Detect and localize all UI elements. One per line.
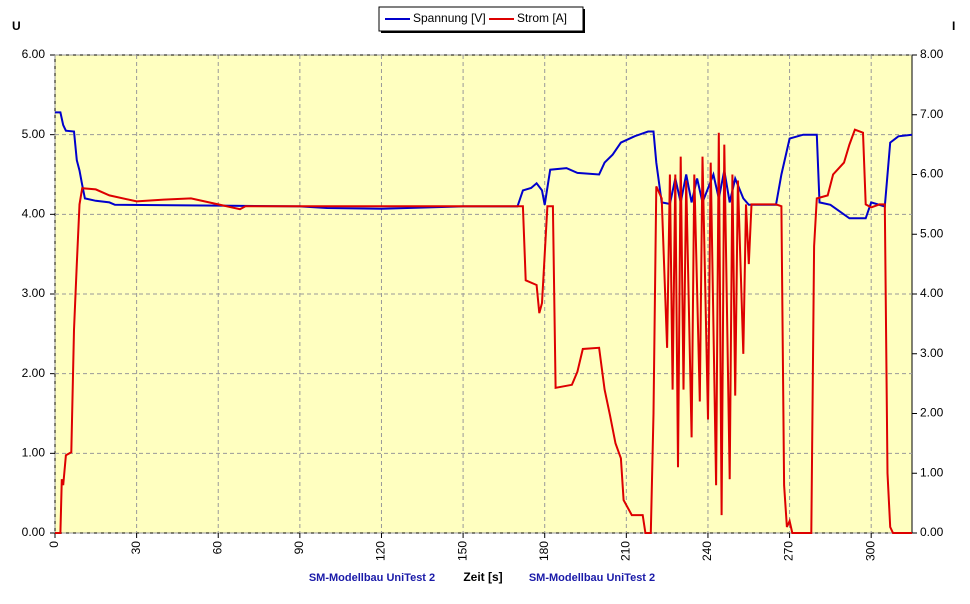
x-tick-label: 300 — [863, 541, 877, 561]
data-line — [55, 128, 912, 534]
x-tick-label: 120 — [374, 541, 388, 561]
x-tick-label: 30 — [129, 541, 143, 555]
y-tick-label: 6.00 — [22, 47, 46, 61]
y-tick-label: 3.00 — [22, 286, 46, 300]
y-tick-label: 1.00 — [22, 446, 46, 460]
y2-tick-label: 3.00 — [920, 346, 944, 360]
x-tick-label: 240 — [700, 541, 714, 561]
data-line — [55, 111, 913, 220]
y2-tick-label: 1.00 — [920, 465, 944, 479]
y-tick-label: 5.00 — [22, 127, 46, 141]
legend-label: Strom [A] — [517, 11, 567, 25]
y2-tick-label: 7.00 — [920, 107, 944, 121]
x-tick-label: 180 — [537, 541, 551, 561]
x-tick-label: 90 — [292, 541, 306, 555]
legend-label: Spannung [V] — [413, 11, 486, 25]
y-tick-label: 2.00 — [22, 366, 46, 380]
x-tick-label: 60 — [210, 541, 224, 555]
footer-right: SM-Modellbau UniTest 2 — [529, 572, 655, 584]
y2-tick-label: 4.00 — [920, 286, 944, 300]
y2-tick-label: 2.00 — [920, 406, 944, 420]
y-tick-label: 4.00 — [22, 207, 46, 221]
y2-tick-label: 0.00 — [920, 525, 944, 539]
y-tick-label: 0.00 — [22, 525, 46, 539]
y2-tick-label: 5.00 — [920, 226, 944, 240]
footer-left: SM-Modellbau UniTest 2 — [309, 572, 435, 584]
y2-axis-label: I — [952, 19, 955, 33]
x-tick-label: 0 — [47, 541, 61, 548]
x-tick-label: 150 — [455, 541, 469, 561]
x-tick-label: 270 — [782, 541, 796, 561]
y2-tick-label: 6.00 — [920, 167, 944, 181]
x-tick-label: 210 — [619, 541, 633, 561]
legend — [378, 6, 584, 32]
x-axis-label: Zeit [s] — [463, 570, 502, 584]
y2-tick-label: 8.00 — [920, 47, 944, 61]
y-axis-label: U — [12, 19, 21, 33]
